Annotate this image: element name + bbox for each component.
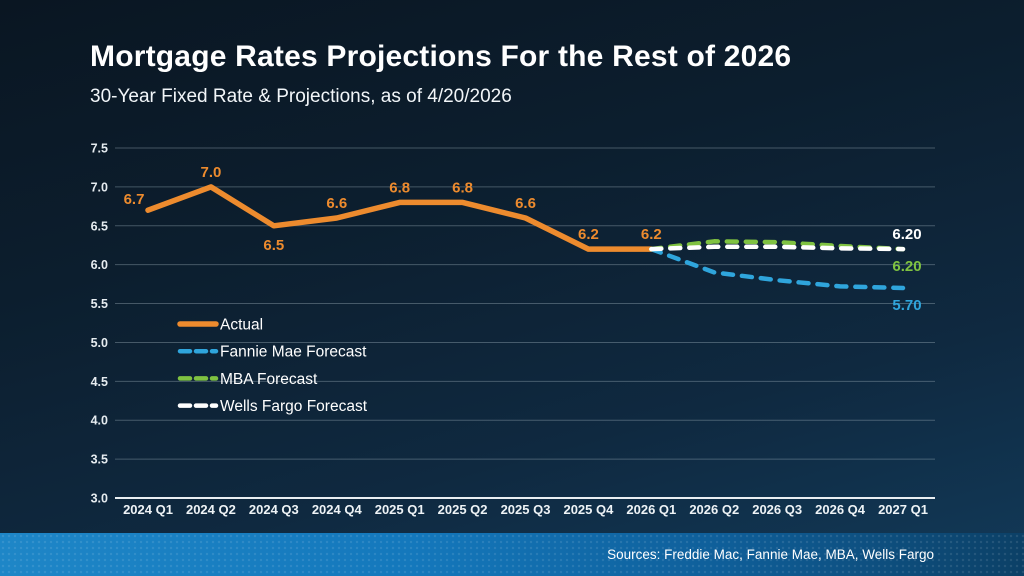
end-label-mba-forecast: 6.20: [892, 258, 921, 275]
legend-label-actual: Actual: [220, 317, 263, 334]
x-tick-label: 2026 Q2: [689, 502, 739, 517]
x-tick-label: 2026 Q1: [626, 502, 676, 517]
x-tick-label: 2024 Q4: [312, 502, 363, 517]
x-tick-label: 2025 Q2: [438, 502, 488, 517]
y-tick-label: 3.5: [91, 453, 108, 467]
legend-label-wells-fargo-forecast: Wells Fargo Forecast: [220, 398, 368, 415]
x-tick-label: 2025 Q1: [375, 502, 425, 517]
y-tick-label: 6.5: [91, 219, 108, 233]
y-tick-label: 5.0: [91, 336, 108, 350]
series-line-wells-fargo-forecast: [649, 244, 906, 252]
y-tick-label: 4.0: [91, 414, 108, 428]
point-label-actual: 6.2: [578, 226, 599, 243]
point-label-actual: 6.7: [124, 191, 145, 208]
footer-bar: Sources: Freddie Mac, Fannie Mae, MBA, W…: [0, 533, 1024, 576]
point-label-actual: 6.5: [263, 237, 284, 254]
y-tick-label: 6.0: [91, 258, 108, 272]
point-label-actual: 6.6: [515, 195, 536, 212]
end-label-wells-fargo-forecast: 6.20: [892, 226, 921, 243]
point-label-actual: 7.0: [200, 164, 221, 181]
series-line-actual: [145, 184, 655, 252]
x-tick-label: 2026 Q3: [752, 502, 802, 517]
page-subtitle: 30-Year Fixed Rate & Projections, as of …: [90, 86, 512, 107]
series-line-fannie-mae-forecast: [649, 246, 906, 291]
point-label-actual: 6.8: [389, 179, 410, 196]
point-label-actual: 6.2: [641, 226, 662, 243]
y-tick-label: 7.5: [91, 142, 108, 156]
x-tick-label: 2024 Q2: [186, 502, 236, 517]
point-label-actual: 6.8: [452, 179, 473, 196]
end-label-fannie-mae-forecast: 5.70: [892, 297, 921, 314]
y-tick-label: 5.5: [91, 297, 108, 311]
legend-label-fannie-mae-forecast: Fannie Mae Forecast: [220, 344, 367, 361]
legend-label-mba-forecast: MBA Forecast: [220, 371, 318, 388]
point-label-actual: 6.6: [326, 195, 347, 212]
sources-text: Sources: Freddie Mac, Fannie Mae, MBA, W…: [607, 547, 934, 562]
y-tick-label: 7.0: [91, 180, 108, 194]
y-tick-label: 3.0: [91, 492, 108, 506]
x-tick-label: 2027 Q1: [878, 502, 928, 517]
x-tick-label: 2024 Q1: [123, 502, 173, 517]
x-tick-label: 2026 Q4: [815, 502, 866, 517]
x-tick-label: 2025 Q3: [501, 502, 551, 517]
x-tick-label: 2024 Q3: [249, 502, 299, 517]
x-tick-label: 2025 Q4: [563, 502, 614, 517]
y-tick-label: 4.5: [91, 375, 108, 389]
page-title: Mortgage Rates Projections For the Rest …: [90, 40, 792, 73]
